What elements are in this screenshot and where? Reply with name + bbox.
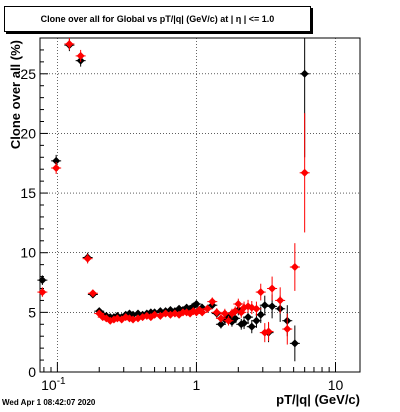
- x-tick-label: 10-1: [41, 376, 66, 393]
- data-point: [256, 288, 265, 297]
- data-point: [76, 51, 85, 60]
- axes: [39, 37, 361, 373]
- data-point: [256, 310, 265, 319]
- data-point: [260, 301, 269, 310]
- y-tick-label: 10: [20, 245, 36, 261]
- data-point: [276, 296, 285, 305]
- plot-frame: [39, 37, 361, 373]
- data-point: [268, 284, 277, 293]
- data-point: [38, 288, 47, 297]
- data-point: [224, 316, 233, 325]
- tick-marks: 0 5 10 15 20 25 10-1 1 10: [20, 37, 344, 393]
- chart-title: Clone over all for Global vs pT/|q| (GeV…: [4, 6, 311, 32]
- data-point: [198, 308, 207, 317]
- y-tick-label: 0: [28, 364, 36, 380]
- data-point: [240, 319, 249, 328]
- y-tick-label: 20: [20, 125, 36, 141]
- data-point: [290, 339, 299, 348]
- series-1: [37, 38, 310, 345]
- data-point: [216, 320, 225, 329]
- data-point: [231, 307, 240, 316]
- data-point: [203, 304, 212, 313]
- data-point: [38, 276, 47, 285]
- data-point: [300, 69, 309, 78]
- data-point: [192, 300, 201, 309]
- y-axis-label: Clone over all (%): [8, 40, 23, 149]
- data-point: [268, 302, 277, 311]
- grid-lines: [40, 38, 360, 372]
- data-point: [212, 308, 221, 317]
- x-axis-label: pT/|q| (GeV/c): [276, 392, 360, 407]
- data-point: [283, 325, 292, 334]
- data-point: [264, 327, 273, 336]
- data-point: [83, 254, 92, 263]
- data-point: [216, 314, 225, 323]
- data-point: [300, 168, 309, 177]
- data-series: [37, 38, 310, 362]
- timestamp-footer: Wed Apr 1 08:42:07 2020: [2, 398, 96, 407]
- data-point: [247, 322, 256, 331]
- x-tick-label: 10: [328, 377, 344, 393]
- data-point: [252, 316, 261, 325]
- data-point: [220, 309, 229, 318]
- data-point: [252, 304, 261, 313]
- data-point: [65, 39, 74, 48]
- x-tick-label: 1: [193, 377, 201, 393]
- data-point: [244, 313, 253, 322]
- y-tick-label: 5: [28, 304, 36, 320]
- data-point: [88, 289, 97, 298]
- y-tick-label: 25: [20, 66, 36, 82]
- data-point: [208, 297, 217, 306]
- data-point: [234, 300, 243, 309]
- data-point: [150, 310, 159, 319]
- data-point: [52, 164, 61, 173]
- y-tick-label: 15: [20, 185, 36, 201]
- data-point: [52, 156, 61, 165]
- data-point: [290, 263, 299, 272]
